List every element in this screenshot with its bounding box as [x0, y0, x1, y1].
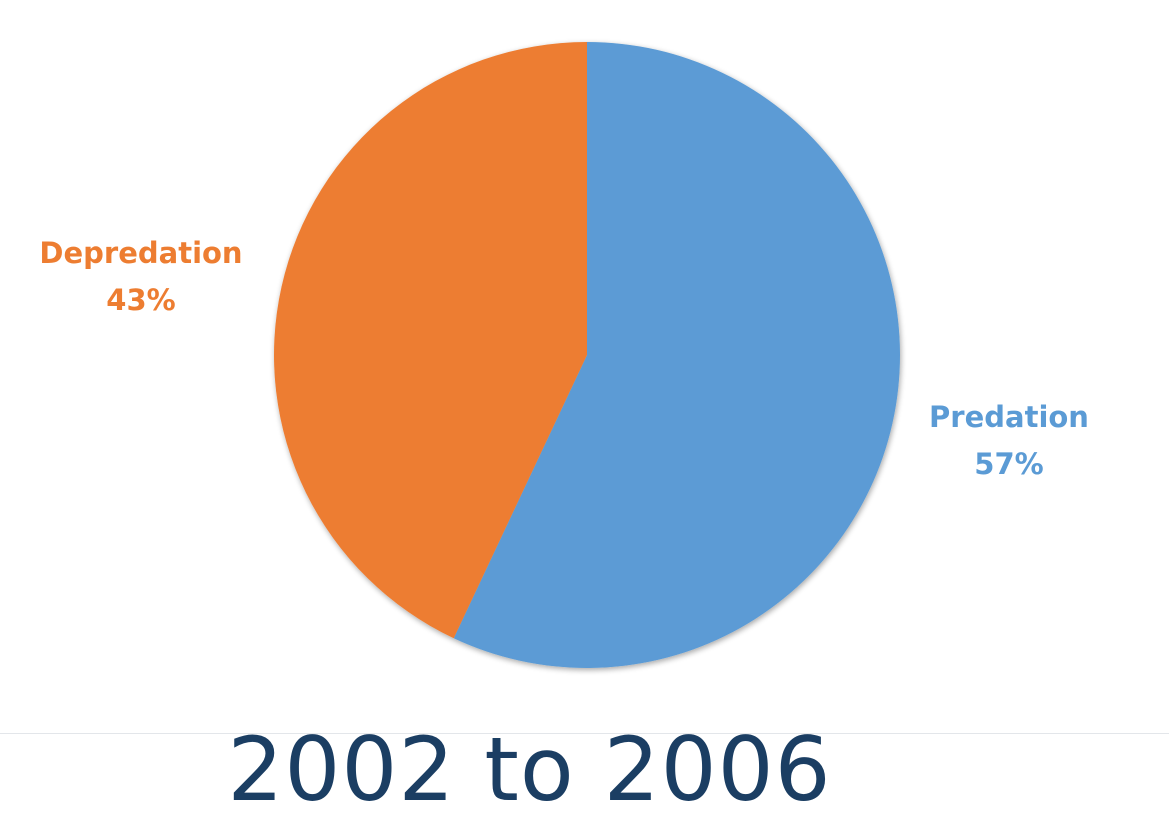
- slice-label-predation-percent: 57%: [974, 447, 1043, 481]
- pie-slice-predation: [453, 42, 900, 669]
- slice-label-depredation-percent: 43%: [106, 283, 175, 317]
- slice-label-depredation-name: Depredation: [39, 236, 242, 270]
- slice-label-predation-name: Predation: [929, 400, 1089, 434]
- pie-slice-depredation: [274, 42, 587, 639]
- period-caption: 2002 to 2006: [227, 718, 832, 821]
- divider-line: [0, 733, 1169, 734]
